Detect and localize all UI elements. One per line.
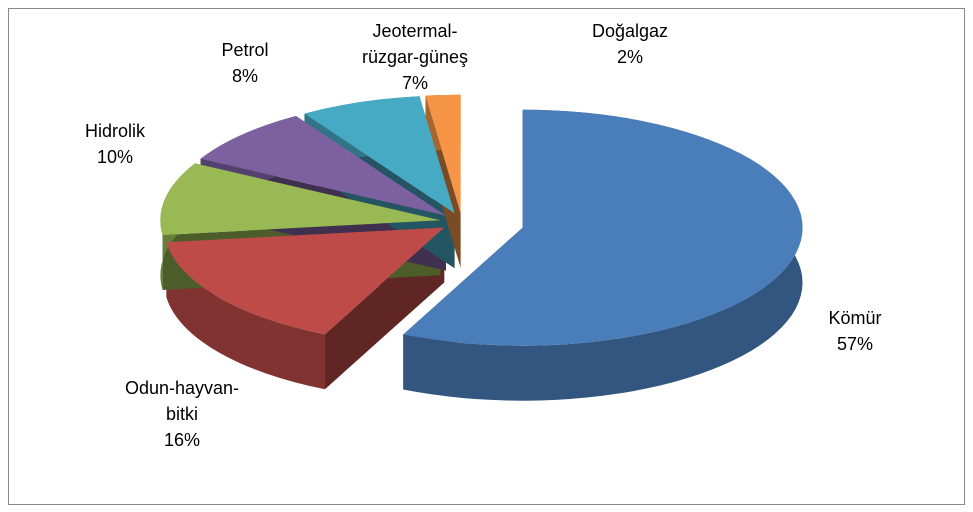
slice bbox=[304, 96, 455, 214]
slice bbox=[403, 109, 803, 346]
percent-label: 10% bbox=[96, 147, 134, 167]
slice-edge bbox=[166, 242, 325, 390]
data-label: Kömür 57% bbox=[785, 305, 925, 357]
data-label: Hidrolik 10% bbox=[45, 118, 185, 170]
category-name: Odun-hayvan-bitki bbox=[124, 378, 240, 424]
data-label: Jeotermal-rüzgar-güneş 7% bbox=[350, 18, 480, 96]
slice bbox=[425, 94, 461, 213]
category-name: Jeotermal-rüzgar-güneş bbox=[361, 21, 469, 67]
percent-label: 2% bbox=[616, 47, 643, 67]
percent-label: 8% bbox=[231, 66, 258, 86]
data-label: Doğalgaz 2% bbox=[560, 18, 700, 70]
slice bbox=[160, 163, 441, 236]
data-label: Petrol 8% bbox=[175, 37, 315, 89]
slice bbox=[166, 227, 445, 335]
percent-label: 16% bbox=[163, 430, 201, 450]
category-name: Doğalgaz bbox=[591, 21, 669, 41]
percent-label: 57% bbox=[836, 334, 874, 354]
slice bbox=[200, 116, 446, 216]
category-name: Petrol bbox=[221, 40, 269, 60]
data-label: Odun-hayvan-bitki 16% bbox=[122, 375, 242, 453]
category-name: Kömür bbox=[828, 308, 882, 328]
category-name: Hidrolik bbox=[84, 121, 145, 141]
percent-label: 7% bbox=[401, 73, 428, 93]
